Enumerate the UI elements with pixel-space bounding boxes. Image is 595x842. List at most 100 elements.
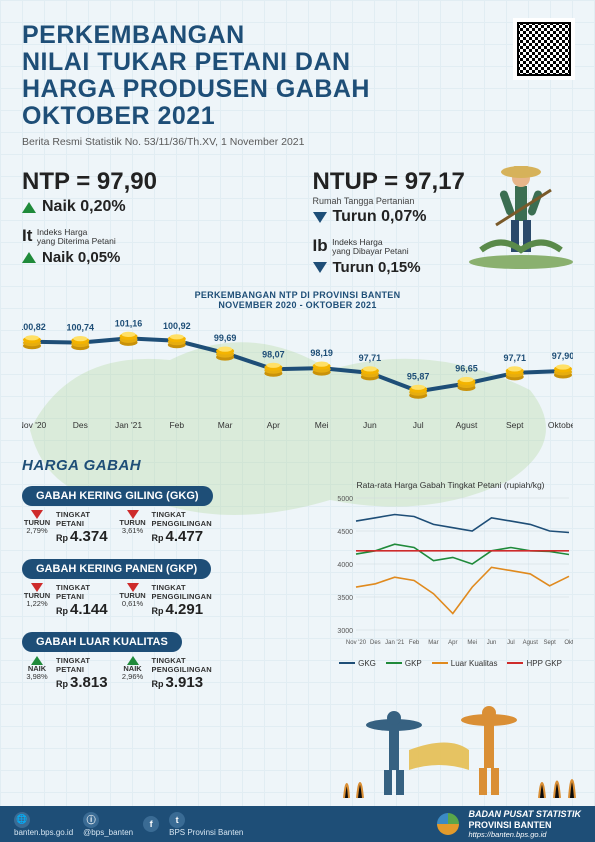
metric-it: It Indeks Hargayang Diterima Petani Naik… (22, 226, 283, 266)
svg-text:Feb: Feb (169, 420, 184, 430)
price-line-chart: 3000 3500 4000 4500 5000 Nov '20Des Jan '21 Feb… (328, 492, 573, 652)
change-indicator: NAIK3,98% (22, 656, 52, 682)
gabah-value: TINGKATPETANI Rp4.374 (56, 510, 108, 545)
gabah-row: TURUN1,22% TINGKATPETANI Rp4.144 TURUN0,… (22, 583, 322, 618)
social-item: f (143, 816, 159, 832)
svg-text:99,69: 99,69 (214, 333, 237, 343)
arrow-down-icon (313, 212, 327, 223)
svg-text:100,82: 100,82 (22, 321, 46, 331)
gabah-value: TINGKATPENGGILINGAN Rp3.913 (152, 656, 212, 691)
ntp-chart-title: PERKEMBANGAN NTP DI PROVINSI BANTENNOVEM… (22, 290, 573, 310)
gabah-value: TINGKATPETANI Rp4.144 (56, 583, 108, 618)
gabah-value: TINGKATPENGGILINGAN Rp4.291 (152, 583, 212, 618)
gabah-value: TINGKATPENGGILINGAN Rp4.477 (152, 510, 212, 545)
change-indicator: TURUN0,61% (118, 583, 148, 609)
svg-text:101,16: 101,16 (115, 318, 143, 328)
social-icon: f (143, 816, 159, 832)
svg-text:Agust: Agust (456, 420, 478, 430)
svg-text:Jul: Jul (413, 420, 424, 430)
ib-desc: Indeks Hargayang Dibayar Petani (332, 238, 409, 257)
bps-logo-icon (435, 811, 461, 837)
change-indicator: TURUN2,79% (22, 510, 52, 536)
gabah-cell: TURUN3,61% TINGKATPENGGILINGAN Rp4.477 (118, 510, 212, 545)
gabah-cell: TURUN2,79% TINGKATPETANI Rp4.374 (22, 510, 108, 545)
svg-text:98,19: 98,19 (310, 348, 333, 358)
svg-text:Jun: Jun (487, 640, 497, 646)
gabah-cell: NAIK3,98% TINGKATPETANI Rp3.813 (22, 656, 108, 691)
svg-text:4500: 4500 (337, 529, 353, 536)
legend-item: HPP GKP (507, 659, 561, 668)
social-item: ⓘ@bps_banten (83, 812, 133, 837)
page-title: PERKEMBANGAN NILAI TUKAR PETANI DAN HARG… (22, 22, 462, 130)
svg-text:Mar: Mar (218, 420, 233, 430)
it-desc: Indeks Hargayang Diterima Petani (37, 228, 116, 247)
arrow-down-icon (313, 262, 327, 273)
svg-text:Sept: Sept (506, 420, 524, 430)
gabah-value: TINGKATPETANI Rp3.813 (56, 656, 108, 691)
social-item: tBPS Provinsi Banten (169, 812, 243, 837)
svg-text:Mei: Mei (315, 420, 329, 430)
svg-text:Apr: Apr (448, 640, 457, 646)
arrow-up-icon (22, 252, 36, 263)
svg-text:Nov '20: Nov '20 (22, 420, 47, 430)
svg-text:96,65: 96,65 (455, 363, 478, 373)
social-links: 🌐banten.bps.go.id ⓘ@bps_banten f tBPS Provi… (14, 812, 243, 837)
svg-text:100,92: 100,92 (163, 320, 191, 330)
svg-text:Des: Des (370, 640, 381, 646)
svg-text:100,74: 100,74 (67, 322, 95, 332)
legend-item: GKP (386, 659, 422, 668)
qr-code (513, 18, 575, 80)
gabah-cell: NAIK2,96% TINGKATPENGGILINGAN Rp3.913 (118, 656, 212, 691)
svg-text:98,07: 98,07 (262, 349, 285, 359)
svg-text:95,87: 95,87 (407, 371, 430, 381)
svg-text:Feb: Feb (409, 640, 420, 646)
gabah-row: TURUN2,79% TINGKATPETANI Rp4.374 TURUN3,… (22, 510, 322, 545)
gabah-pill: GABAH KERING GILING (GKG) (22, 486, 213, 506)
svg-text:Jul: Jul (507, 640, 515, 646)
gabah-pill: GABAH LUAR KUALITAS (22, 632, 182, 652)
change-indicator: TURUN3,61% (118, 510, 148, 536)
legend-item: Luar Kualitas (432, 659, 498, 668)
gabah-section: GABAH KERING GILING (GKG) TURUN2,79% TIN… (22, 480, 573, 699)
social-item: 🌐banten.bps.go.id (14, 812, 73, 837)
svg-text:4000: 4000 (337, 562, 353, 569)
gabah-row: NAIK3,98% TINGKATPETANI Rp3.813 NAIK2,96… (22, 656, 322, 691)
social-icon: 🌐 (14, 812, 30, 828)
svg-text:Agust: Agust (523, 640, 539, 646)
change-indicator: NAIK2,96% (118, 656, 148, 682)
svg-text:Apr: Apr (267, 420, 280, 430)
svg-text:Nov '20: Nov '20 (346, 640, 367, 646)
svg-text:97,90: 97,90 (552, 351, 573, 361)
ntp-line-chart: 100,82 Nov '20 100,74 Des 101,16 Jan '21 10… (22, 314, 573, 434)
gabah-cell: TURUN0,61% TINGKATPENGGILINGAN Rp4.291 (118, 583, 212, 618)
svg-text:3500: 3500 (337, 595, 353, 602)
footer-bar: 🌐banten.bps.go.id ⓘ@bps_banten f tBPS Provi… (0, 806, 595, 842)
change-indicator: TURUN1,22% (22, 583, 52, 609)
gabah-cell: TURUN1,22% TINGKATPETANI Rp4.144 (22, 583, 108, 618)
svg-text:5000: 5000 (337, 496, 353, 503)
svg-text:Sept: Sept (543, 640, 556, 646)
svg-text:3000: 3000 (337, 628, 353, 635)
social-icon: t (169, 812, 185, 828)
svg-text:Jan '21: Jan '21 (385, 640, 405, 646)
svg-text:Oktober: Oktober (548, 420, 573, 430)
svg-text:Okt: Okt (564, 640, 573, 646)
legend-item: GKG (339, 659, 376, 668)
svg-text:97,71: 97,71 (503, 353, 526, 363)
svg-text:97,71: 97,71 (359, 353, 382, 363)
metric-ntp: NTP = 97,90 Naik 0,20% It Indeks Hargaya… (22, 168, 283, 276)
farmer-illustration (461, 150, 581, 270)
harvest-illustration (339, 690, 589, 800)
arrow-up-icon (22, 202, 36, 213)
harga-gabah-heading: HARGA GABAH (22, 457, 573, 474)
social-icon: ⓘ (83, 812, 99, 828)
gabah-pill: GABAH KERING PANEN (GKP) (22, 559, 211, 579)
page-subtitle: Berita Resmi Statistik No. 53/11/36/Th.X… (22, 136, 573, 148)
svg-text:Mei: Mei (467, 640, 477, 646)
price-legend: GKG GKP Luar Kualitas HPP GKP (328, 659, 573, 668)
svg-text:Des: Des (73, 420, 88, 430)
svg-text:Mar: Mar (428, 640, 438, 646)
svg-text:Jan '21: Jan '21 (115, 420, 142, 430)
footer-brand: BADAN PUSAT STATISTIK PROVINSI BANTEN ht… (435, 809, 582, 840)
price-chart-title: Rata-rata Harga Gabah Tingkat Petani (ru… (328, 480, 573, 490)
